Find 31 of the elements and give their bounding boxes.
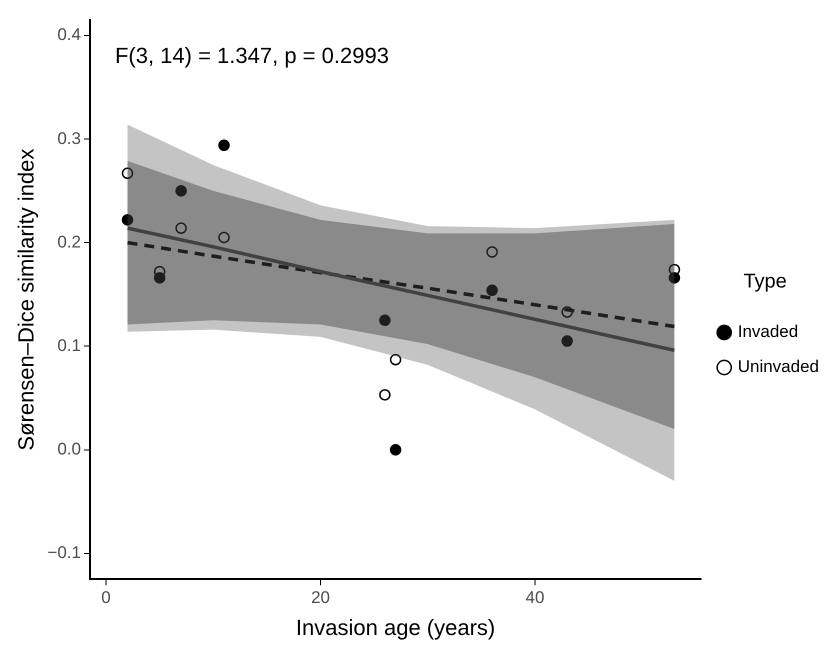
point [175, 185, 187, 197]
point [122, 214, 134, 226]
legend-label: Uninvaded [738, 357, 819, 376]
point [390, 444, 402, 456]
point [390, 354, 402, 366]
point [175, 222, 187, 234]
y-axis-title: Sørensen–Dice similarity index [13, 148, 38, 451]
y-tick-label: 0.1 [57, 336, 81, 355]
y-tick-label: 0.4 [57, 25, 81, 44]
point [379, 389, 391, 401]
point [486, 284, 498, 296]
point [154, 272, 166, 284]
annotation: F(3, 14) = 1.347, p = 0.2993 [114, 43, 389, 68]
point [122, 168, 134, 180]
y-tick-label: 0.3 [57, 128, 81, 148]
point [486, 246, 498, 258]
legend-label: Invaded [738, 322, 798, 342]
y-tick-label: −0.1 [47, 543, 81, 562]
x-tick-label: 20 [311, 588, 330, 608]
x-tick-label: 40 [526, 588, 544, 608]
point [668, 272, 680, 284]
line-series [126, 240, 676, 328]
x-tick-label: 0 [101, 588, 111, 608]
point [218, 140, 230, 152]
y-tick-label: 0.0 [57, 439, 81, 458]
point [379, 314, 391, 326]
legend-title: Type [743, 270, 787, 293]
point [218, 232, 230, 244]
x-axis-title: Invasion age (years) [296, 614, 496, 640]
point [561, 335, 573, 347]
y-tick-label: 0.2 [57, 232, 81, 252]
